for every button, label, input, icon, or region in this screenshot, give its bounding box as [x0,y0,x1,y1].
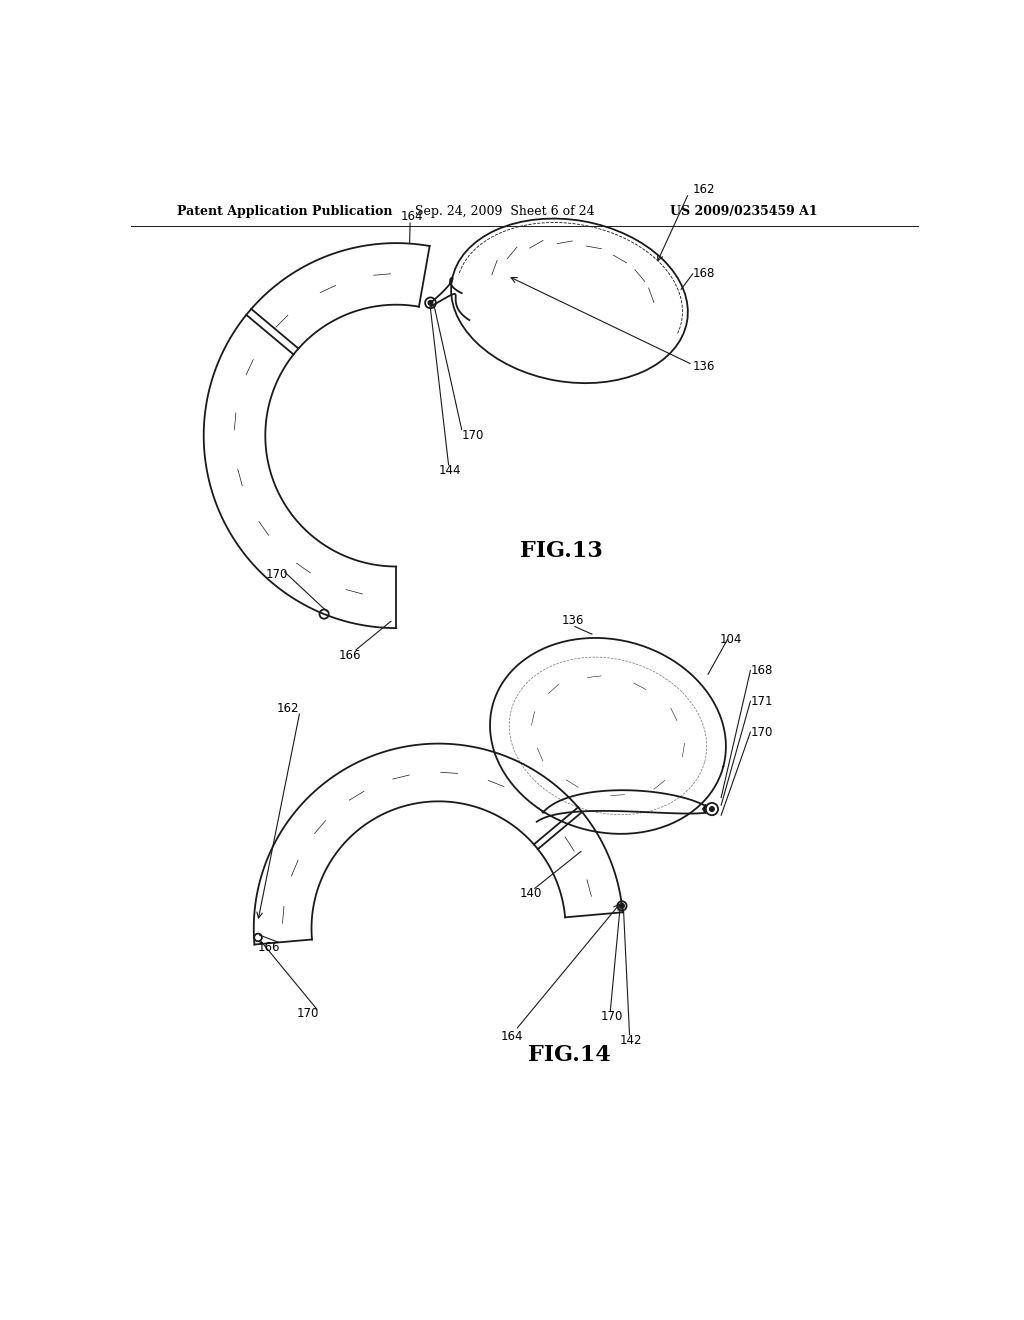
Text: 162: 162 [693,182,716,195]
Text: 168: 168 [751,664,773,677]
Text: 170: 170 [751,726,773,739]
Circle shape [428,301,433,305]
Text: US 2009/0235459 A1: US 2009/0235459 A1 [670,205,817,218]
Text: 140: 140 [520,887,542,900]
Text: Sep. 24, 2009  Sheet 6 of 24: Sep. 24, 2009 Sheet 6 of 24 [416,205,595,218]
Text: 164: 164 [501,1030,523,1043]
Text: 136: 136 [562,614,585,627]
Text: 171: 171 [751,694,773,708]
Text: FIG.13: FIG.13 [520,540,603,562]
Text: 170: 170 [462,429,484,442]
Text: Patent Application Publication: Patent Application Publication [177,205,392,218]
Text: 142: 142 [620,1034,642,1047]
Circle shape [710,807,714,812]
Polygon shape [702,804,706,813]
Text: 166: 166 [339,648,361,661]
Text: 136: 136 [693,360,716,372]
Text: 170: 170 [601,1010,623,1023]
Text: 170: 170 [265,568,288,581]
Text: 166: 166 [258,941,281,954]
Text: 104: 104 [720,634,742,647]
Text: FIG.14: FIG.14 [528,1044,611,1067]
Text: 170: 170 [297,1007,318,1019]
Text: 168: 168 [693,268,716,280]
Text: 164: 164 [400,210,423,223]
Circle shape [620,904,625,908]
Text: 162: 162 [278,702,300,715]
Text: 144: 144 [439,463,462,477]
